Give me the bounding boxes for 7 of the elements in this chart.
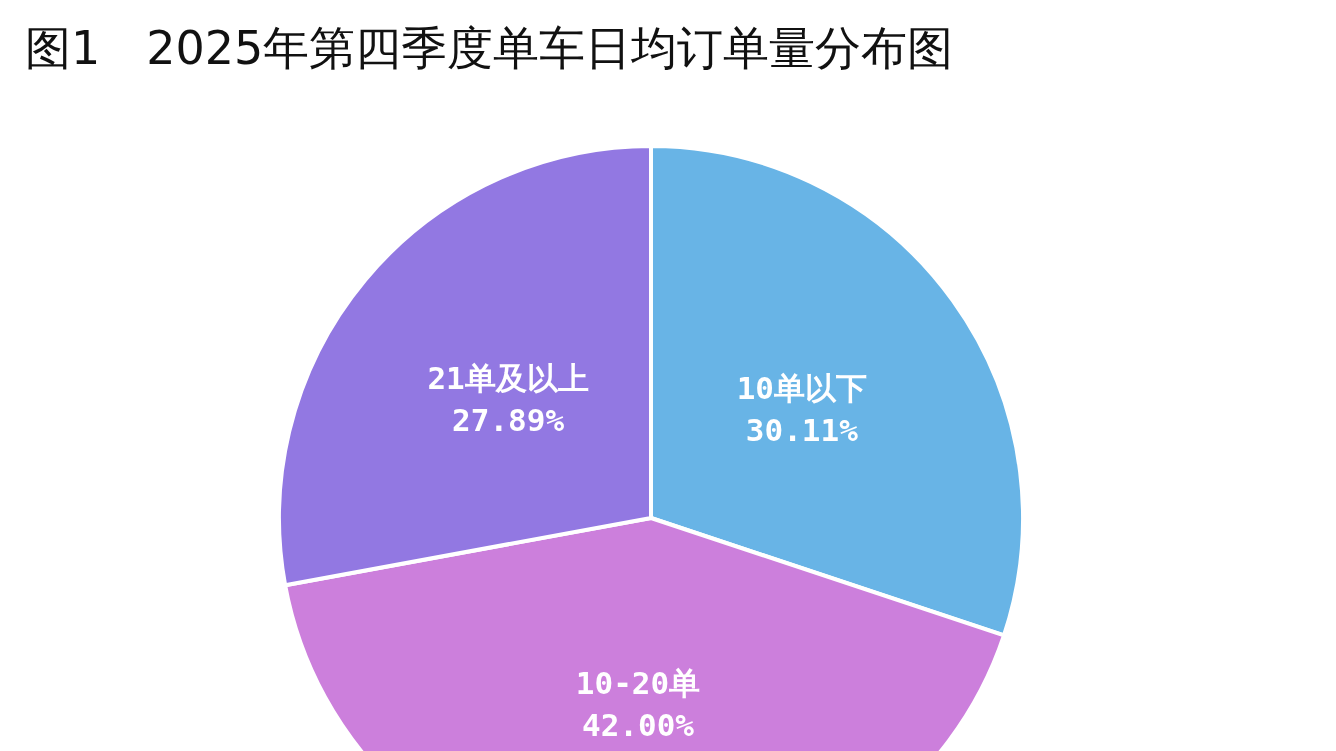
data-label: 27.89% <box>452 401 565 438</box>
slice-label: 21单及以上 <box>427 359 589 396</box>
slice-label: 10单以下 <box>736 370 868 407</box>
chart-title: 图1 2025年第四季度单车日均订单量分布图 <box>25 21 954 75</box>
data-label: 42.00% <box>582 706 695 743</box>
slice-label: 10-20单 <box>575 664 701 701</box>
data-label: 30.11% <box>745 412 859 449</box>
